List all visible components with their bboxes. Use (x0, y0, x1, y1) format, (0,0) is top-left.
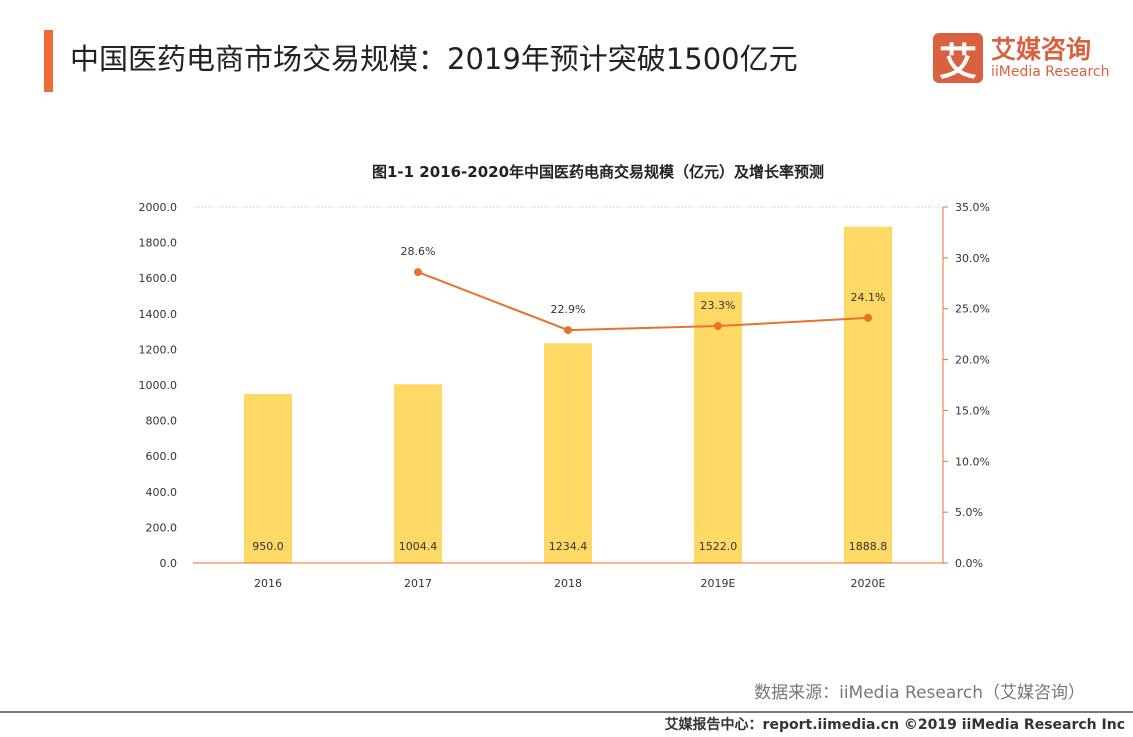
bar-data-label: 1888.8 (849, 540, 888, 553)
y-tick-label: 200.0 (146, 521, 178, 534)
bar (544, 343, 592, 563)
x-tick-label: 2017 (404, 577, 432, 590)
y-tick-label: 400.0 (146, 486, 178, 499)
x-tick-label: 2016 (254, 577, 282, 590)
chart-title: 图1-1 2016-2020年中国医药电商交易规模（亿元）及增长率预测 (372, 163, 824, 181)
y2-tick-label: 35.0% (955, 201, 990, 214)
logo-cn: 艾媒咨询 (991, 35, 1092, 64)
y-tick-label: 1600.0 (139, 272, 178, 285)
y2-tick-label: 0.0% (955, 557, 983, 570)
bar (244, 393, 292, 563)
y-tick-label: 1000.0 (139, 379, 178, 392)
growth-point (714, 322, 722, 331)
logo: 艾 艾媒咨询 iiMedia Research (933, 33, 1110, 84)
bar-data-label: 1234.4 (549, 540, 588, 553)
growth-point (864, 313, 872, 322)
x-tick-label: 2019E (701, 577, 736, 590)
bar (844, 226, 892, 564)
x-tick-label: 2020E (851, 577, 886, 590)
y-tick-label: 800.0 (146, 415, 178, 428)
y-tick-label: 1400.0 (139, 308, 178, 321)
growth-data-label: 23.3% (701, 299, 736, 312)
bar-data-label: 950.0 (252, 540, 284, 553)
growth-point (564, 326, 572, 335)
page-title: 中国医药电商市场交易规模：2019年预计突破1500亿元 (70, 42, 798, 76)
y2-tick-label: 15.0% (955, 404, 990, 417)
copyright: 艾媒报告中心：report.iimedia.cn ©2019 iiMedia R… (664, 717, 1125, 733)
source-note: 数据来源：iiMedia Research（艾媒咨询） (754, 683, 1085, 703)
y-tick-label: 1200.0 (139, 343, 178, 356)
title-accent-bar (44, 30, 53, 92)
y2-tick-label: 30.0% (955, 252, 990, 265)
bar-data-label: 1004.4 (399, 540, 438, 553)
y2-tick-label: 5.0% (955, 506, 983, 519)
y-tick-label: 0.0 (160, 557, 178, 570)
bar (694, 292, 742, 563)
bar-data-label: 1522.0 (699, 540, 738, 553)
growth-line (417, 271, 869, 332)
logo-mark: 艾 (933, 33, 983, 84)
footer-divider (0, 711, 1133, 713)
y-tick-label: 600.0 (146, 450, 178, 463)
growth-data-label: 22.9% (551, 303, 586, 316)
growth-data-label: 24.1% (851, 291, 886, 304)
y-tick-label: 1800.0 (139, 237, 178, 250)
y2-tick-label: 25.0% (955, 303, 990, 316)
x-tick-label: 2018 (554, 577, 582, 590)
y2-tick-label: 20.0% (955, 354, 990, 367)
bar (394, 384, 442, 563)
growth-point (414, 268, 422, 277)
growth-data-label: 28.6% (401, 245, 436, 258)
y-tick-label: 2000.0 (139, 201, 178, 214)
logo-en: iiMedia Research (991, 64, 1110, 80)
y2-tick-label: 10.0% (955, 455, 990, 468)
